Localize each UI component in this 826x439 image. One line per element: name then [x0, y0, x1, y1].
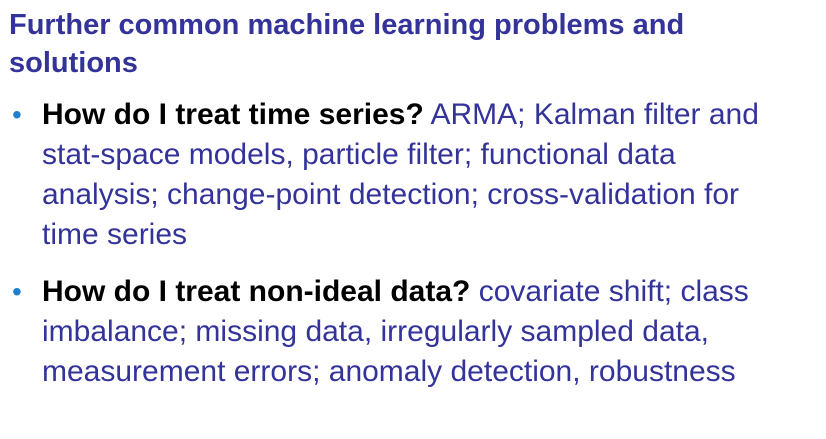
bullet-list: • How do I treat time series? ARMA; Kalm…: [9, 95, 816, 392]
bullet-item-non-ideal-data: • How do I treat non-ideal data? covaria…: [9, 272, 799, 392]
bullet-item-time-series: • How do I treat time series? ARMA; Kalm…: [9, 95, 799, 255]
bullet-icon: •: [12, 99, 22, 130]
bullet-answer: covariate shift; class imbalance; missin…: [42, 275, 749, 388]
bullet-icon: •: [12, 276, 22, 307]
bullet-question: How do I treat non-ideal data?: [42, 275, 471, 308]
slide-title: Further common machine learning problems…: [9, 9, 685, 79]
bullet-question: How do I treat time series?: [42, 98, 424, 131]
bullet-answer: ARMA; Kalman filter and stat-space model…: [42, 98, 759, 251]
